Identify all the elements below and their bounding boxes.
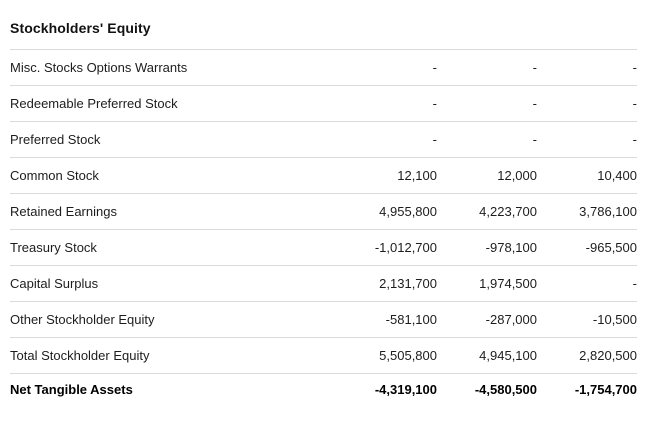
table-row: Retained Earnings 4,955,800 4,223,700 3,… <box>10 193 637 230</box>
table-row: Net Tangible Assets -4,319,100 -4,580,50… <box>10 373 637 405</box>
row-label: Redeemable Preferred Stock <box>10 96 178 111</box>
row-value-col1: 4,955,800 <box>379 204 437 219</box>
row-value-col1: - <box>432 60 437 75</box>
row-value-col3: -10,500 <box>592 312 637 327</box>
row-value-col2: -4,580,500 <box>474 381 537 397</box>
row-value-col3: - <box>632 132 637 147</box>
row-value-col1: - <box>432 96 437 111</box>
row-value-col1: 2,131,700 <box>379 276 437 291</box>
stockholders-equity-section: Stockholders' Equity Misc. Stocks Option… <box>10 14 637 404</box>
row-label: Retained Earnings <box>10 204 117 219</box>
row-value-col2: 4,945,100 <box>479 348 537 363</box>
table-row: Treasury Stock -1,012,700 -978,100 -965,… <box>10 229 637 266</box>
stockholders-equity-table: Misc. Stocks Options Warrants - - - Rede… <box>10 49 637 404</box>
table-row: Common Stock 12,100 12,000 10,400 <box>10 157 637 194</box>
row-value-col2: -287,000 <box>485 312 537 327</box>
section-title: Stockholders' Equity <box>10 20 151 36</box>
row-value-col3: - <box>632 276 637 291</box>
row-label: Treasury Stock <box>10 240 97 255</box>
row-value-col1: -581,100 <box>385 312 437 327</box>
row-value-col1: -1,012,700 <box>374 240 437 255</box>
row-label: Misc. Stocks Options Warrants <box>10 60 188 75</box>
row-value-col1: 12,100 <box>397 168 437 183</box>
row-label: Preferred Stock <box>10 132 101 147</box>
table-row: Total Stockholder Equity 5,505,800 4,945… <box>10 337 637 374</box>
row-label: Other Stockholder Equity <box>10 312 155 327</box>
table-row: Other Stockholder Equity -581,100 -287,0… <box>10 301 637 338</box>
table-body: Misc. Stocks Options Warrants - - - Rede… <box>10 49 637 405</box>
row-value-col2: -978,100 <box>485 240 537 255</box>
table-row: Misc. Stocks Options Warrants - - - <box>10 49 637 86</box>
row-value-col3: -965,500 <box>585 240 637 255</box>
row-label: Net Tangible Assets <box>10 381 133 397</box>
row-value-col1: - <box>432 132 437 147</box>
row-value-col2: 1,974,500 <box>479 276 537 291</box>
row-value-col2: 12,000 <box>497 168 537 183</box>
row-label: Capital Surplus <box>10 276 99 291</box>
row-value-col3: 3,786,100 <box>579 204 637 219</box>
row-label: Common Stock <box>10 168 99 183</box>
row-value-col3: - <box>632 60 637 75</box>
table-row: Redeemable Preferred Stock - - - <box>10 85 637 122</box>
row-value-col3: 2,820,500 <box>579 348 637 363</box>
row-value-col2: - <box>532 96 537 111</box>
row-label: Total Stockholder Equity <box>10 348 150 363</box>
row-value-col2: - <box>532 132 537 147</box>
row-value-col2: - <box>532 60 537 75</box>
table-row: Preferred Stock - - - <box>10 121 637 158</box>
row-value-col1: 5,505,800 <box>379 348 437 363</box>
row-value-col3: -1,754,700 <box>574 381 637 397</box>
row-value-col3: - <box>632 96 637 111</box>
table-row: Capital Surplus 2,131,700 1,974,500 - <box>10 265 637 302</box>
row-value-col3: 10,400 <box>597 168 637 183</box>
row-value-col1: -4,319,100 <box>374 381 437 397</box>
row-value-col2: 4,223,700 <box>479 204 537 219</box>
